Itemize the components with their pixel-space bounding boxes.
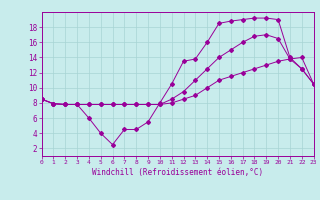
X-axis label: Windchill (Refroidissement éolien,°C): Windchill (Refroidissement éolien,°C) xyxy=(92,168,263,177)
